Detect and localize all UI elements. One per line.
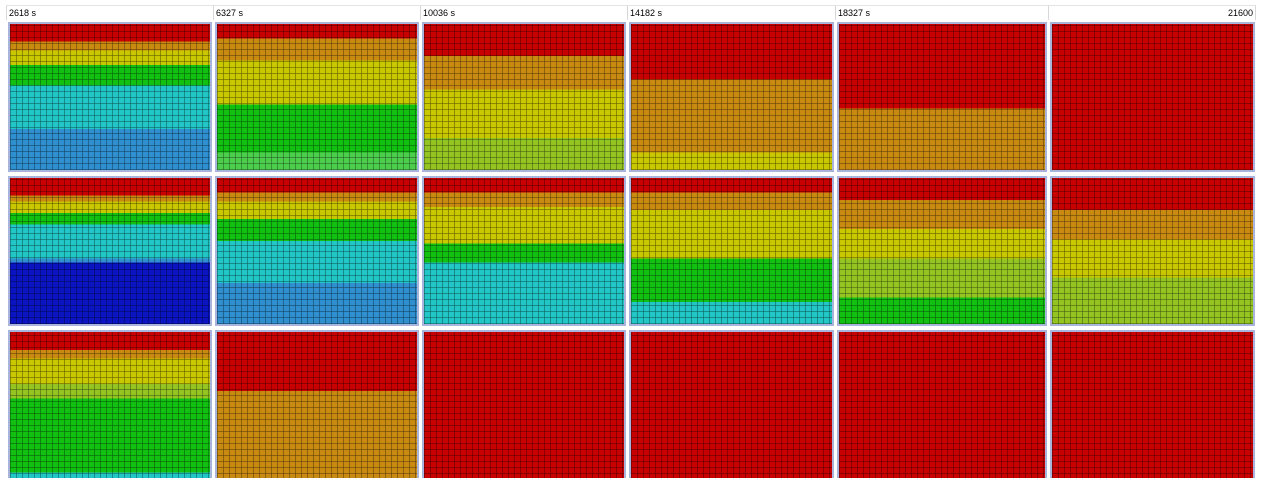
contour-panel <box>8 330 212 478</box>
mesh <box>10 24 210 170</box>
mesh <box>217 178 417 324</box>
time-label: 21600 <box>1048 5 1256 20</box>
figure-grid: 2618 s 6327 s 10036 s 14182 s 18327 s 21… <box>0 0 1262 478</box>
contour-panel <box>215 330 419 478</box>
contour-panel <box>1050 330 1255 478</box>
contour-panel <box>629 22 834 172</box>
mesh <box>424 332 624 478</box>
time-label: 6327 s <box>213 5 420 20</box>
mesh <box>631 24 832 170</box>
mesh <box>1052 332 1253 478</box>
mesh <box>839 178 1045 324</box>
contour-panel <box>837 330 1047 478</box>
contour-panel <box>837 176 1047 326</box>
contour-panel <box>1050 22 1255 172</box>
contour-panel <box>422 22 626 172</box>
mesh <box>424 178 624 324</box>
time-label: 18327 s <box>835 5 1048 20</box>
time-label: 2618 s <box>6 5 213 20</box>
contour-panel <box>837 22 1047 172</box>
mesh <box>1052 178 1253 324</box>
contour-panel <box>422 330 626 478</box>
contour-panel <box>215 22 419 172</box>
mesh <box>217 24 417 170</box>
mesh <box>10 178 210 324</box>
mesh <box>631 332 832 478</box>
contour-panel <box>215 176 419 326</box>
time-label: 14182 s <box>627 5 835 20</box>
time-label: 10036 s <box>420 5 627 20</box>
mesh <box>10 332 210 478</box>
contour-panel <box>629 176 834 326</box>
mesh <box>631 178 832 324</box>
contour-panel <box>629 330 834 478</box>
mesh <box>839 24 1045 170</box>
contour-panel <box>8 22 212 172</box>
contour-panel <box>8 176 212 326</box>
mesh <box>424 24 624 170</box>
mesh <box>217 332 417 478</box>
contour-panel <box>1050 176 1255 326</box>
mesh <box>839 332 1045 478</box>
contour-panel <box>422 176 626 326</box>
mesh <box>1052 24 1253 170</box>
